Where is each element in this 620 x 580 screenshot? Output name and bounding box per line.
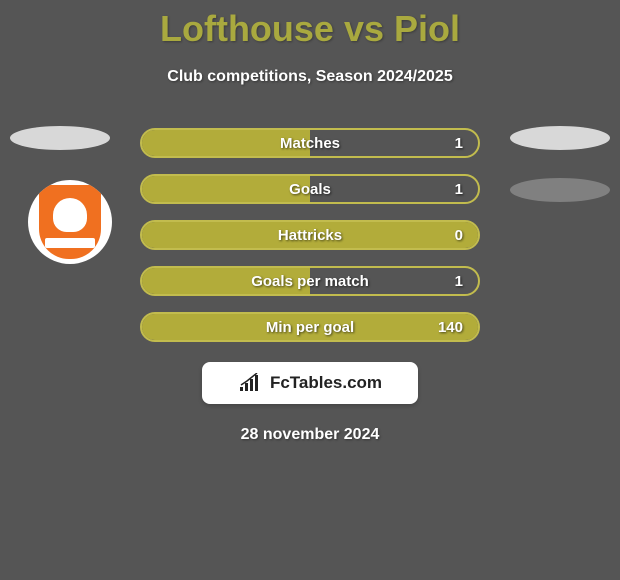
stat-row-goals: Goals 1 [140, 174, 480, 204]
stat-row-goals-per-match: Goals per match 1 [140, 266, 480, 296]
date-text: 28 november 2024 [0, 426, 620, 444]
branding-box[interactable]: FcTables.com [202, 362, 418, 404]
player-placeholder-right-2 [510, 178, 610, 202]
stat-value: 140 [438, 319, 463, 336]
stat-label: Goals per match [251, 273, 369, 290]
stat-value: 1 [455, 273, 463, 290]
stat-value: 1 [455, 135, 463, 152]
player-placeholder-right-1 [510, 126, 610, 150]
club-badge-icon [50, 196, 90, 236]
stat-label: Goals [289, 181, 331, 198]
stats-container: Matches 1 Goals 1 Hattricks 0 Goals per … [140, 128, 480, 342]
brand-logo-icon [238, 373, 264, 393]
stat-label: Matches [280, 135, 340, 152]
stat-label: Hattricks [278, 227, 342, 244]
stat-fill [142, 176, 310, 202]
club-badge-band [45, 238, 95, 248]
player-placeholder-left [10, 126, 110, 150]
stat-row-hattricks: Hattricks 0 [140, 220, 480, 250]
stat-row-min-per-goal: Min per goal 140 [140, 312, 480, 342]
stat-row-matches: Matches 1 [140, 128, 480, 158]
stat-label: Min per goal [266, 319, 354, 336]
club-badge [28, 180, 112, 264]
stat-value: 1 [455, 181, 463, 198]
subtitle: Club competitions, Season 2024/2025 [0, 68, 620, 86]
stat-value: 0 [455, 227, 463, 244]
brand-text: FcTables.com [270, 373, 382, 393]
club-badge-shield [39, 185, 101, 259]
page-title: Lofthouse vs Piol [0, 0, 620, 50]
